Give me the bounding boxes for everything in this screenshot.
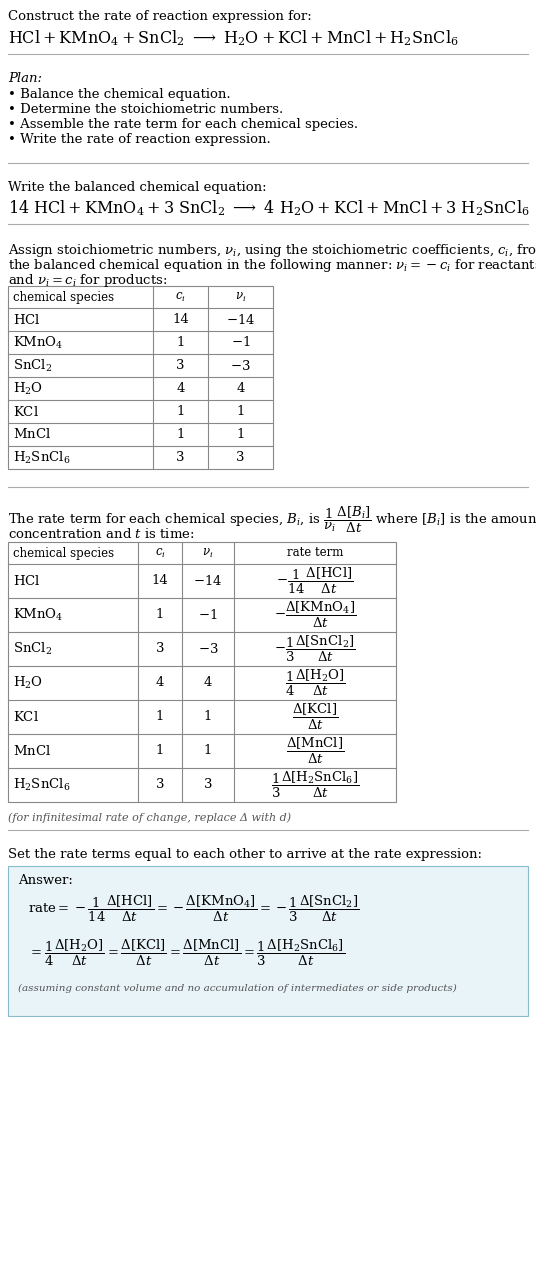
Text: 3: 3 <box>156 643 164 656</box>
Text: $\mathrm{H_2SnCl_6}$: $\mathrm{H_2SnCl_6}$ <box>13 449 70 465</box>
Text: $\mathrm{MnCl}$: $\mathrm{MnCl}$ <box>13 427 51 441</box>
Text: $\dfrac{\Delta[\mathrm{KCl}]}{\Delta t}$: $\dfrac{\Delta[\mathrm{KCl}]}{\Delta t}$ <box>292 702 338 732</box>
Text: $\mathrm{HCl + KMnO_4 + SnCl_2 \ \longrightarrow\ H_2O + KCl + MnCl + H_2SnCl_6}: $\mathrm{HCl + KMnO_4 + SnCl_2 \ \longri… <box>8 28 459 48</box>
Text: • Assemble the rate term for each chemical species.: • Assemble the rate term for each chemic… <box>8 118 358 131</box>
Text: $-1$: $-1$ <box>230 336 250 350</box>
Text: $\mathrm{MnCl}$: $\mathrm{MnCl}$ <box>13 744 51 758</box>
Text: 3: 3 <box>236 451 245 464</box>
Bar <box>8 866 528 1016</box>
Text: 3: 3 <box>176 359 185 372</box>
Text: Assign stoichiometric numbers, $\nu_i$, using the stoichiometric coefficients, $: Assign stoichiometric numbers, $\nu_i$, … <box>8 242 536 259</box>
Text: $-3$: $-3$ <box>230 359 251 373</box>
Text: $-14$: $-14$ <box>193 574 222 588</box>
Text: 1: 1 <box>156 710 164 724</box>
Text: $\mathrm{SnCl_2}$: $\mathrm{SnCl_2}$ <box>13 640 52 657</box>
Text: chemical species: chemical species <box>13 290 114 303</box>
Text: $\dfrac{1}{3}\dfrac{\Delta[\mathrm{H_2SnCl_6}]}{\Delta t}$: $\dfrac{1}{3}\dfrac{\Delta[\mathrm{H_2Sn… <box>271 770 359 800</box>
Text: $\nu_i$: $\nu_i$ <box>202 547 214 559</box>
Text: • Write the rate of reaction expression.: • Write the rate of reaction expression. <box>8 133 271 146</box>
Text: (for infinitesimal rate of change, replace Δ with d): (for infinitesimal rate of change, repla… <box>8 812 291 823</box>
Text: 4: 4 <box>236 382 245 396</box>
Text: $\nu_i$: $\nu_i$ <box>235 290 246 303</box>
Text: 1: 1 <box>176 336 185 349</box>
Text: • Determine the stoichiometric numbers.: • Determine the stoichiometric numbers. <box>8 103 283 115</box>
Text: Plan:: Plan: <box>8 72 42 85</box>
Text: $\mathrm{14\ HCl + KMnO_4 + 3\ SnCl_2 \ \longrightarrow\ 4\ H_2O + KCl + MnCl + : $\mathrm{14\ HCl + KMnO_4 + 3\ SnCl_2 \ … <box>8 198 530 218</box>
Text: $-\dfrac{\Delta[\mathrm{KMnO_4}]}{\Delta t}$: $-\dfrac{\Delta[\mathrm{KMnO_4}]}{\Delta… <box>274 600 356 630</box>
Text: $\mathrm{KCl}$: $\mathrm{KCl}$ <box>13 710 39 724</box>
Text: 1: 1 <box>204 710 212 724</box>
Text: $\mathrm{HCl}$: $\mathrm{HCl}$ <box>13 574 41 588</box>
Text: $-3$: $-3$ <box>198 642 218 656</box>
Text: 1: 1 <box>156 744 164 757</box>
Text: $-\dfrac{1}{3}\dfrac{\Delta[\mathrm{SnCl_2}]}{\Delta t}$: $-\dfrac{1}{3}\dfrac{\Delta[\mathrm{SnCl… <box>274 634 356 664</box>
Text: 1: 1 <box>236 429 245 441</box>
Text: Answer:: Answer: <box>18 874 73 888</box>
Text: $= \dfrac{1}{4}\dfrac{\Delta[\mathrm{H_2O}]}{\Delta t} = \dfrac{\Delta[\mathrm{K: $= \dfrac{1}{4}\dfrac{\Delta[\mathrm{H_2… <box>28 938 345 969</box>
Text: 14: 14 <box>172 313 189 326</box>
Text: 1: 1 <box>236 404 245 418</box>
Text: Set the rate terms equal to each other to arrive at the rate expression:: Set the rate terms equal to each other t… <box>8 848 482 861</box>
Text: (assuming constant volume and no accumulation of intermediates or side products): (assuming constant volume and no accumul… <box>18 984 457 993</box>
Text: $\mathrm{rate} = -\dfrac{1}{14}\dfrac{\Delta[\mathrm{HCl}]}{\Delta t} = -\dfrac{: $\mathrm{rate} = -\dfrac{1}{14}\dfrac{\D… <box>28 894 359 924</box>
Text: 14: 14 <box>152 574 168 587</box>
Text: $\mathrm{KMnO_4}$: $\mathrm{KMnO_4}$ <box>13 335 63 350</box>
Text: 3: 3 <box>176 451 185 464</box>
Text: 1: 1 <box>204 744 212 757</box>
Text: $-1$: $-1$ <box>198 607 218 623</box>
Text: concentration and $t$ is time:: concentration and $t$ is time: <box>8 527 195 541</box>
Text: $\mathrm{SnCl_2}$: $\mathrm{SnCl_2}$ <box>13 358 52 374</box>
Text: 3: 3 <box>204 779 212 791</box>
Text: $\mathrm{H_2O}$: $\mathrm{H_2O}$ <box>13 380 43 397</box>
Text: Write the balanced chemical equation:: Write the balanced chemical equation: <box>8 181 266 194</box>
Bar <box>8 541 396 801</box>
Text: 4: 4 <box>204 677 212 690</box>
Text: chemical species: chemical species <box>13 547 114 559</box>
Text: $\mathrm{H_2O}$: $\mathrm{H_2O}$ <box>13 675 43 691</box>
Text: $\dfrac{1}{4}\dfrac{\Delta[\mathrm{H_2O}]}{\Delta t}$: $\dfrac{1}{4}\dfrac{\Delta[\mathrm{H_2O}… <box>285 668 345 699</box>
Text: $c_i$: $c_i$ <box>175 290 186 303</box>
Text: $c_i$: $c_i$ <box>154 547 166 559</box>
Text: $\mathrm{H_2SnCl_6}$: $\mathrm{H_2SnCl_6}$ <box>13 777 70 792</box>
Text: rate term: rate term <box>287 547 343 559</box>
Text: 3: 3 <box>156 779 164 791</box>
Text: 4: 4 <box>176 382 185 396</box>
Text: 1: 1 <box>156 609 164 621</box>
Text: $-\dfrac{1}{14}\dfrac{\Delta[\mathrm{HCl}]}{\Delta t}$: $-\dfrac{1}{14}\dfrac{\Delta[\mathrm{HCl… <box>276 566 354 596</box>
Text: 4: 4 <box>156 677 164 690</box>
Text: The rate term for each chemical species, $B_i$, is $\dfrac{1}{\nu_i}\dfrac{\Delt: The rate term for each chemical species,… <box>8 505 536 535</box>
Text: the balanced chemical equation in the following manner: $\nu_i = -c_i$ for react: the balanced chemical equation in the fo… <box>8 257 536 274</box>
Text: 1: 1 <box>176 429 185 441</box>
Text: Construct the rate of reaction expression for:: Construct the rate of reaction expressio… <box>8 10 312 23</box>
Text: $\mathrm{KCl}$: $\mathrm{KCl}$ <box>13 404 39 418</box>
Text: $\mathrm{KMnO_4}$: $\mathrm{KMnO_4}$ <box>13 607 63 623</box>
Bar <box>8 287 273 469</box>
Text: and $\nu_i = c_i$ for products:: and $\nu_i = c_i$ for products: <box>8 273 167 289</box>
Text: $\dfrac{\Delta[\mathrm{MnCl}]}{\Delta t}$: $\dfrac{\Delta[\mathrm{MnCl}]}{\Delta t}… <box>286 735 344 766</box>
Text: $\mathrm{HCl}$: $\mathrm{HCl}$ <box>13 312 41 326</box>
Text: $-14$: $-14$ <box>226 312 255 326</box>
Text: 1: 1 <box>176 404 185 418</box>
Text: • Balance the chemical equation.: • Balance the chemical equation. <box>8 87 230 101</box>
